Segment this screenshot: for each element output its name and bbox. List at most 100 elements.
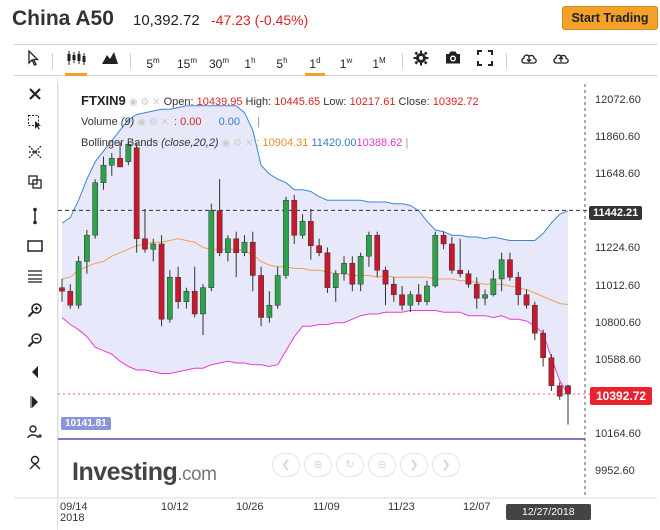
candle-body bbox=[349, 262, 356, 285]
y-tick: 10164.60 bbox=[595, 428, 641, 440]
candle-body bbox=[341, 262, 347, 274]
candle-body bbox=[432, 234, 439, 287]
y-tick: 11860.60 bbox=[595, 131, 641, 143]
close-value: 10392.72 bbox=[432, 96, 479, 108]
candle-body bbox=[399, 294, 405, 306]
candle-body bbox=[540, 332, 546, 358]
clone-icon[interactable] bbox=[24, 171, 46, 193]
interval-label: 1 bbox=[309, 57, 317, 71]
candle-body bbox=[108, 157, 115, 166]
x-tick-year: 2018 bbox=[60, 512, 85, 524]
vertical-line-icon[interactable] bbox=[24, 205, 46, 227]
bollinger-upper-line bbox=[61, 105, 569, 241]
scroll-right-icon[interactable]: ❯ bbox=[400, 453, 428, 477]
logo-text: Investing bbox=[72, 458, 178, 486]
visibility-icon[interactable]: ◉ ⚙ ✕ bbox=[221, 138, 254, 149]
candle-body bbox=[75, 261, 82, 306]
cursor-icon[interactable] bbox=[22, 49, 44, 72]
candle-body bbox=[390, 283, 397, 295]
scroll-left-icon[interactable]: ❮ bbox=[272, 453, 300, 477]
chart-toolbar: 5m 15m 30m 1h 5h 1d 1w 1M bbox=[14, 44, 657, 76]
candle-body bbox=[84, 234, 90, 262]
last-price-tag: 10392.72 bbox=[590, 387, 653, 405]
volume-value-2: 0.00 bbox=[218, 116, 241, 128]
candle-body bbox=[449, 243, 455, 271]
start-trading-button[interactable]: Start Trading bbox=[562, 6, 658, 30]
candle-body bbox=[258, 275, 264, 318]
candle-body bbox=[407, 294, 414, 306]
zoom-out-icon[interactable]: ⊖ bbox=[368, 453, 396, 477]
y-tick: 10588.60 bbox=[595, 354, 641, 366]
interval-unit: m bbox=[190, 56, 198, 65]
zoom-out-icon[interactable] bbox=[24, 329, 46, 351]
scroll-end-icon[interactable]: ❯ bbox=[432, 453, 460, 477]
scroll-left-icon[interactable] bbox=[24, 361, 46, 383]
zoom-in-icon[interactable]: ⊕ bbox=[304, 453, 332, 477]
interval-1w[interactable]: 1w bbox=[334, 50, 358, 72]
cursor-date-tag: 12/27/2018 bbox=[506, 504, 591, 520]
x-tick: 11/09 bbox=[313, 501, 340, 513]
volume-value-1: 0.00 bbox=[180, 116, 202, 128]
candle-body bbox=[515, 276, 522, 295]
bollinger-band-fill bbox=[62, 105, 568, 395]
fullscreen-icon[interactable] bbox=[474, 50, 496, 72]
person-plus-icon[interactable] bbox=[24, 421, 46, 443]
candle-body bbox=[225, 238, 231, 253]
visibility-icon[interactable]: ◉ ⚙ ✕ bbox=[128, 97, 161, 108]
open-label: Open: bbox=[163, 96, 194, 108]
price-change: -47.23 (-0.45%) bbox=[211, 12, 309, 28]
candle-body bbox=[324, 252, 331, 288]
y-tick: 11012.60 bbox=[595, 280, 641, 292]
interval-label: 30 bbox=[208, 57, 223, 71]
candle-body bbox=[92, 182, 99, 236]
rectangle-icon[interactable] bbox=[24, 235, 46, 257]
candle-body bbox=[440, 234, 447, 245]
interval-unit: h bbox=[283, 56, 288, 65]
bollinger-upper-value: 11420.00 bbox=[311, 137, 357, 149]
candle-body bbox=[142, 238, 148, 250]
area-chart-icon[interactable] bbox=[98, 50, 122, 72]
candle-body bbox=[490, 278, 497, 295]
y-tick: 11224.60 bbox=[595, 242, 641, 254]
interval-30m[interactable]: 30m bbox=[204, 50, 234, 72]
interval-1h[interactable]: 1h bbox=[240, 50, 260, 72]
visibility-icon[interactable]: ◉ ⚙ ✕ bbox=[137, 117, 169, 128]
x-tick: 11/23 bbox=[388, 501, 415, 513]
candle-body bbox=[125, 143, 132, 162]
candle-body bbox=[316, 245, 322, 253]
horizontal-lines-icon[interactable] bbox=[24, 265, 46, 287]
crosshair-icon[interactable] bbox=[24, 141, 46, 163]
investing-logo: Investing.com bbox=[72, 458, 217, 487]
scroll-right-icon[interactable] bbox=[24, 391, 46, 413]
camera-icon[interactable] bbox=[442, 50, 464, 72]
close-icon[interactable] bbox=[24, 83, 46, 105]
select-area-icon[interactable] bbox=[24, 111, 46, 133]
gear-icon[interactable] bbox=[410, 50, 432, 72]
candle-body bbox=[274, 275, 281, 306]
candle-body bbox=[556, 385, 563, 397]
interval-label: 1 bbox=[339, 57, 347, 71]
reset-icon[interactable]: ↻ bbox=[336, 453, 364, 477]
candle-body bbox=[498, 259, 505, 280]
interval-5m[interactable]: 5m bbox=[140, 50, 166, 72]
candle-body bbox=[266, 304, 273, 318]
interval-1M[interactable]: 1M bbox=[366, 50, 392, 72]
interval-15m[interactable]: 15m bbox=[172, 50, 202, 72]
toolbar-divider bbox=[402, 53, 403, 69]
candle-body bbox=[100, 164, 107, 183]
magnet-icon[interactable] bbox=[24, 451, 46, 473]
candle-body bbox=[465, 273, 472, 285]
candlestick-chart-icon[interactable] bbox=[62, 50, 90, 76]
candle-body bbox=[208, 210, 215, 288]
cloud-upload-icon[interactable] bbox=[550, 50, 572, 72]
zoom-in-icon[interactable] bbox=[24, 299, 46, 321]
interval-5h[interactable]: 5h bbox=[272, 50, 292, 72]
toolbar-divider bbox=[506, 53, 507, 69]
bollinger-lower-line bbox=[61, 310, 569, 395]
interval-unit: m bbox=[222, 56, 230, 65]
interval-unit: h bbox=[251, 56, 256, 65]
candle-body bbox=[382, 269, 389, 285]
cloud-download-icon[interactable] bbox=[518, 50, 540, 72]
interval-1d[interactable]: 1d bbox=[302, 50, 328, 76]
